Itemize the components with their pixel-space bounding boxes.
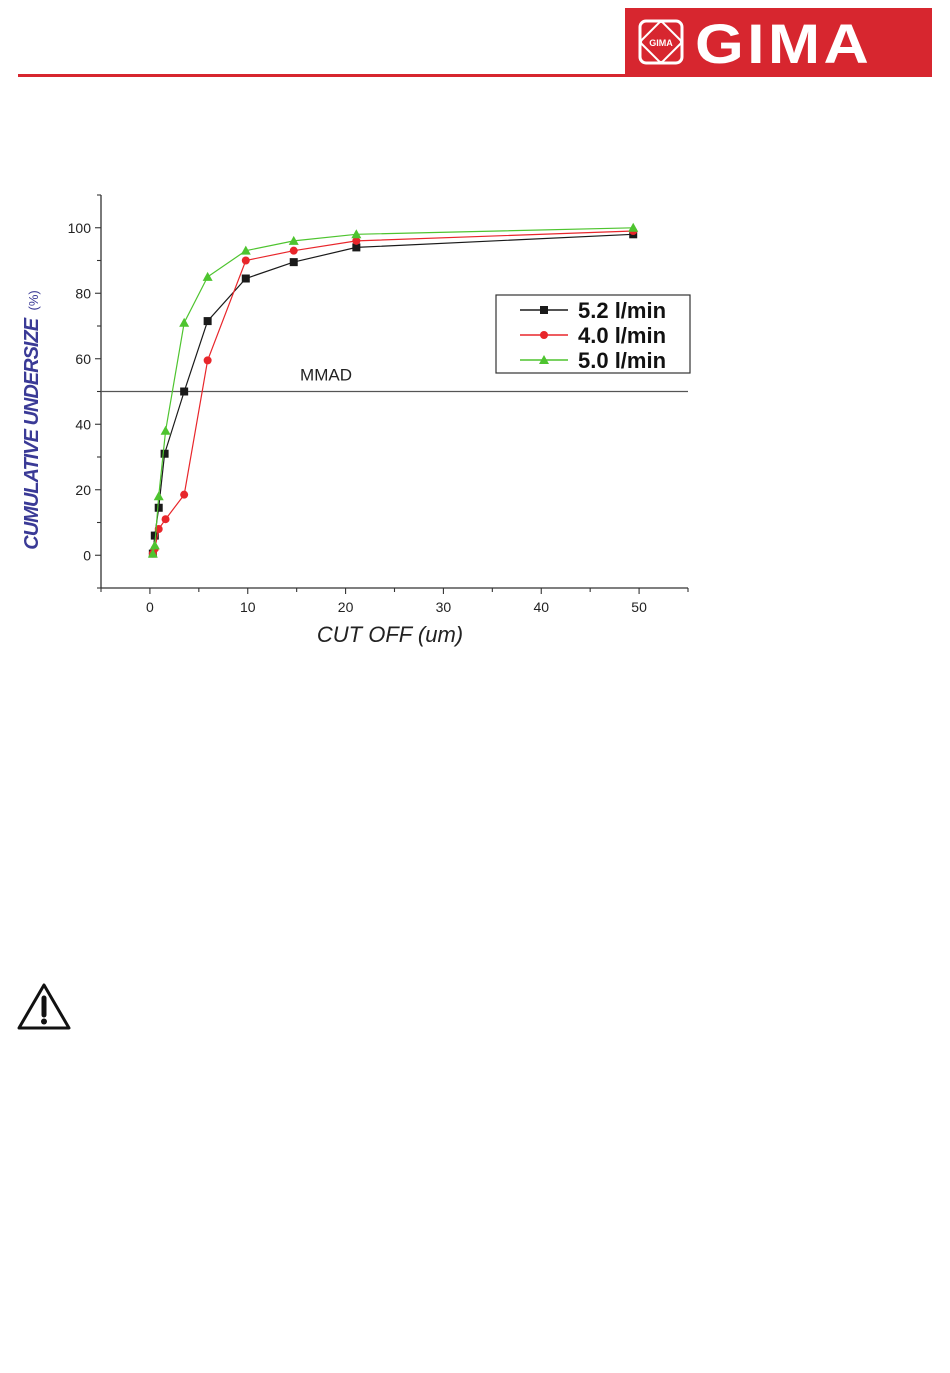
mmad-label: MMAD — [300, 366, 352, 385]
series-line — [152, 230, 634, 554]
legend-item: 5.2 l/min — [520, 298, 666, 323]
data-point — [180, 387, 189, 396]
legend-label: 4.0 l/min — [578, 323, 666, 348]
data-point — [241, 274, 250, 283]
legend-item: 4.0 l/min — [520, 323, 666, 348]
data-point — [351, 229, 362, 239]
data-point — [203, 356, 212, 365]
y-tick-label: 60 — [75, 351, 91, 367]
legend-marker — [540, 331, 548, 339]
data-point — [202, 271, 213, 281]
x-tick-label: 0 — [146, 599, 154, 615]
series-line — [152, 233, 634, 554]
x-tick-label: 30 — [436, 599, 452, 615]
data-point — [352, 236, 361, 245]
data-point — [352, 243, 361, 252]
x-tick-label: 10 — [240, 599, 256, 615]
legend-item: 5.0 l/min — [520, 348, 666, 373]
y-axis-label-unit: (%) — [26, 290, 41, 310]
axes: 0 20 40 60 80 100 0 10 20 30 40 50 — [68, 194, 689, 615]
series-0 — [148, 230, 638, 558]
legend-marker — [539, 355, 549, 364]
data-point — [161, 515, 170, 524]
data-point — [289, 246, 298, 255]
data-point — [153, 491, 164, 501]
series — [147, 222, 639, 558]
data-point — [150, 531, 159, 540]
data-point — [160, 449, 169, 458]
gima-logo: GIMA GIMA — [625, 8, 932, 77]
legend-label: 5.0 l/min — [578, 348, 666, 373]
data-point — [241, 256, 250, 265]
data-point — [154, 503, 163, 512]
emblem-text: GIMA — [649, 38, 673, 48]
data-point — [628, 222, 639, 232]
series-2 — [147, 222, 639, 558]
gima-emblem-icon: GIMA — [638, 19, 684, 65]
legend-label: 5.2 l/min — [578, 298, 666, 323]
series-line — [152, 227, 634, 554]
data-point — [179, 317, 190, 327]
data-point — [180, 490, 189, 499]
y-tick-label: 20 — [75, 482, 91, 498]
y-tick-label: 100 — [68, 220, 92, 236]
y-axis-label-main: CUMULATIVE UNDERSIZE — [21, 317, 43, 549]
x-tick-label: 20 — [338, 599, 354, 615]
series-1 — [148, 227, 638, 558]
x-tick-label: 40 — [533, 599, 549, 615]
data-point — [240, 245, 251, 255]
y-tick-label: 40 — [75, 416, 91, 432]
warning-triangle-icon — [17, 983, 71, 1030]
legend-marker — [540, 306, 548, 314]
x-tick-label: 50 — [631, 599, 647, 615]
data-point — [147, 548, 158, 558]
data-point — [289, 258, 298, 267]
data-point — [160, 425, 171, 435]
data-point — [288, 235, 299, 245]
cumulative-undersize-chart: 0 20 40 60 80 100 0 10 20 30 40 50 MMAD 5.2 l/min4.… — [21, 194, 691, 647]
y-axis-label: CUMULATIVE UNDERSIZE (%) — [21, 290, 43, 549]
mmad-reference: MMAD — [101, 366, 688, 393]
data-point — [203, 317, 212, 326]
y-tick-label: 80 — [75, 285, 91, 301]
data-point — [149, 540, 160, 550]
brand-name: GIMA — [695, 12, 873, 75]
header-rule — [18, 74, 932, 77]
y-tick-label: 0 — [83, 547, 91, 563]
x-axis-label: CUT OFF (um) — [317, 622, 463, 647]
